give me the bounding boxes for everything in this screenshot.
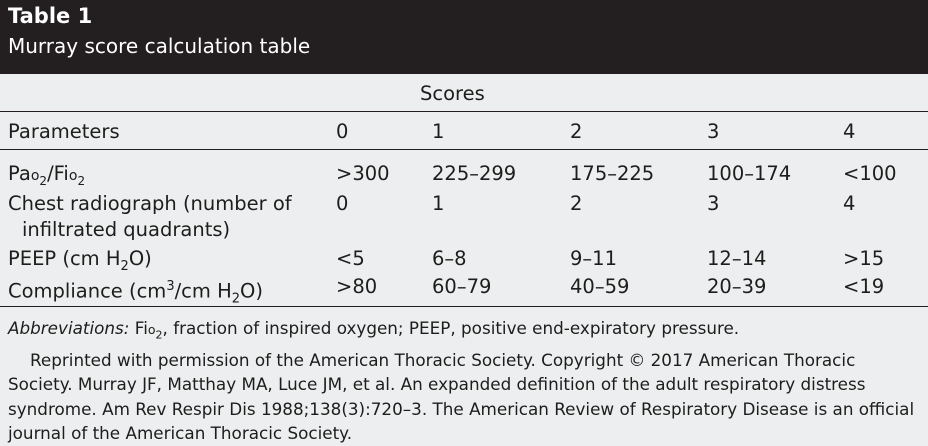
table-label: Table 1 (8, 4, 93, 28)
abbreviations-note: Abbreviations: Fio2, fraction of inspire… (8, 318, 740, 342)
cell-value: >80 (336, 275, 378, 298)
cell-value: >15 (843, 247, 885, 270)
cell-value: 1 (432, 192, 445, 215)
cell-value: 100–174 (707, 162, 792, 185)
column-header-score-3: 3 (707, 120, 720, 143)
cell-value: 60–79 (432, 275, 492, 298)
column-header-score-4: 4 (843, 120, 856, 143)
scores-group-header: Scores (420, 82, 485, 105)
cell-value: 0 (336, 192, 349, 215)
row-parameter-compliance: Compliance (cm3/cm H2O) (8, 279, 263, 307)
column-header-parameters: Parameters (8, 120, 120, 143)
column-header-score-1: 1 (432, 120, 445, 143)
cell-value: 175–225 (570, 162, 655, 185)
scores-rule (0, 111, 928, 112)
cell-value: 9–11 (570, 247, 617, 270)
cell-value: 40–59 (570, 275, 630, 298)
cell-value: 225–299 (432, 162, 517, 185)
column-header-score-0: 0 (336, 120, 349, 143)
cell-value: 6–8 (432, 247, 467, 270)
cell-value: 12–14 (707, 247, 767, 270)
table-bottom-rule (0, 306, 928, 307)
table-header-bar: Table 1 Murray score calculation table (0, 0, 928, 74)
table-caption: Murray score calculation table (8, 34, 311, 58)
cell-value: 20–39 (707, 275, 767, 298)
row-parameter-pao2-fio2: Pao2/Fio2 (8, 162, 86, 188)
cell-value: >300 (336, 162, 390, 185)
cell-value: <100 (843, 162, 897, 185)
row-parameter-chest-radiograph-cont: infiltrated quadrants) (22, 218, 231, 241)
table-footnote: Abbreviations: Fio2, fraction of inspire… (8, 316, 920, 446)
row-parameter-chest-radiograph: Chest radiograph (number of (8, 192, 292, 215)
cell-value: <19 (843, 275, 885, 298)
header-rule (0, 149, 928, 150)
reprint-permission-note: Reprinted with permission of the America… (8, 349, 915, 444)
column-header-score-2: 2 (570, 120, 583, 143)
cell-value: 2 (570, 192, 583, 215)
cell-value: 3 (707, 192, 720, 215)
cell-value: 4 (843, 192, 856, 215)
cell-value: <5 (336, 247, 365, 270)
row-parameter-peep: PEEP (cm H2O) (8, 247, 152, 274)
